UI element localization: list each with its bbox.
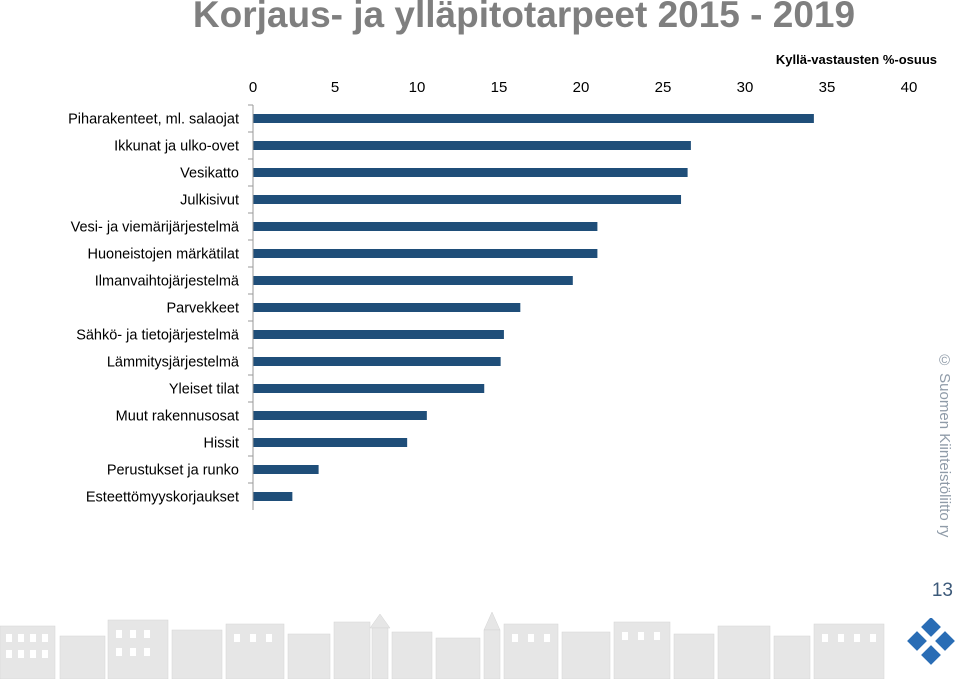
bar [253,276,573,285]
x-axis-ticks: 0 5 10 15 20 25 30 35 40 [249,79,918,96]
category-labels: Piharakenteet, ml. salaojat Ikkunat ja ul… [68,104,253,506]
bar [253,141,691,150]
category-label: Lämmitysjärjestelmä [107,355,240,371]
x-tick-label: 10 [409,79,426,96]
bar [253,330,504,339]
chart-title: Korjaus- ja ylläpitotarpeet 2015 - 2019 [192,0,856,35]
x-tick-label: 40 [901,79,918,96]
category-label: Ikkunat ja ulko-ovet [114,139,239,155]
category-label: Hissit [204,436,239,452]
bar [253,249,598,258]
bar [253,438,408,447]
x-axis-label: Kyllä-vastausten %-osuus [775,52,937,67]
x-tick-label: 30 [737,79,754,96]
copyright-text: © Suomen Kiinteistöliitto ry [936,352,953,538]
x-tick-label: 20 [573,79,590,96]
category-label: Vesi- ja viemärijärjestelmä [71,220,240,236]
skyline-decoration [0,611,885,679]
bar [253,222,598,231]
x-tick-label: 25 [655,79,672,96]
bar [253,168,688,177]
category-label: Piharakenteet, ml. salaojat [68,112,239,128]
x-tick-label: 35 [819,79,836,96]
x-tick-label: 5 [331,79,339,96]
bar [253,492,293,501]
bar [253,114,814,123]
category-label: Huoneistojen märkätilat [87,247,239,263]
x-tick-label: 0 [249,79,257,96]
category-label: Julkisivut [180,193,239,209]
bar [253,384,485,393]
kiinteistoliitto-logo [907,618,955,665]
bar [253,195,682,204]
category-label: Esteettömyyskorjaukset [86,490,239,506]
bar [253,303,521,312]
category-label: Muut rakennusosat [116,409,239,425]
category-label: Parvekkeet [166,301,239,317]
bar [253,411,427,420]
category-label: Vesikatto [180,166,239,182]
bar [253,465,319,474]
bars [253,114,814,501]
x-tick-label: 15 [491,79,508,96]
category-label: Sähkö- ja tietojärjestelmä [76,328,240,344]
category-label: Ilmanvaihtojärjestelmä [95,274,240,290]
category-label: Perustukset ja runko [107,463,239,479]
category-label: Yleiset tilat [169,382,239,398]
page-number: 13 [931,580,953,601]
bar [253,357,501,366]
